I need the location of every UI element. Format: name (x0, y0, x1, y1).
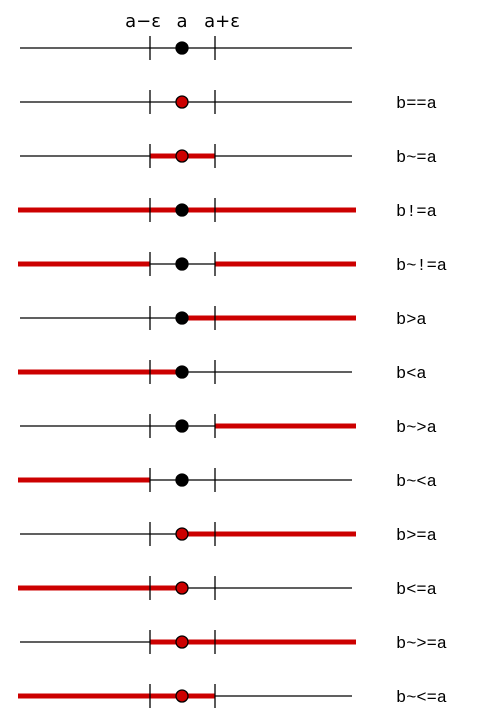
row-label: b~>=a (396, 635, 447, 654)
point-a-included (175, 95, 189, 109)
number-line-row (20, 36, 352, 60)
row-label: b~<=a (396, 689, 447, 708)
point-a (175, 41, 189, 55)
number-line-row: b>a (20, 306, 427, 330)
row-label: b~>a (396, 419, 437, 438)
row-label: b>=a (396, 527, 437, 546)
point-a-included (175, 581, 189, 595)
number-line-row: b<=a (18, 576, 437, 600)
number-line-row: b~>=a (20, 630, 447, 654)
number-line-row: b!=a (18, 198, 437, 222)
point-a (175, 365, 189, 379)
number-line-row: b~=a (20, 144, 437, 168)
point-a (175, 257, 189, 271)
header-right-eps-label: a+ε (204, 11, 240, 32)
row-label: b~=a (396, 149, 437, 168)
header-left-eps-label: a−ε (125, 11, 161, 32)
number-line-row: b~!=a (18, 252, 447, 276)
point-a (175, 203, 189, 217)
row-label: b<=a (396, 581, 437, 600)
point-a-included (175, 149, 189, 163)
point-a-included (175, 635, 189, 649)
number-line-row: b~<=a (18, 684, 447, 708)
point-a (175, 473, 189, 487)
row-label: b~!=a (396, 257, 447, 276)
point-a (175, 311, 189, 325)
row-label: b!=a (396, 203, 437, 222)
row-label: b==a (396, 95, 437, 114)
header-a-label: a (176, 11, 187, 32)
number-line-rows: b==a b~=a b!=a b~!=a b>a b<a b~>a b~<a b>=a b<=a b… (18, 36, 447, 708)
point-a-included (175, 689, 189, 703)
number-line-row: b<a (18, 360, 427, 384)
row-label: b>a (396, 311, 427, 330)
number-line-row: b~<a (18, 468, 437, 492)
point-a (175, 419, 189, 433)
row-label: b~<a (396, 473, 437, 492)
number-line-row: b>=a (20, 522, 437, 546)
row-label: b<a (396, 365, 427, 384)
number-line-row: b~>a (20, 414, 437, 438)
number-line-row: b==a (20, 90, 437, 114)
point-a-included (175, 527, 189, 541)
